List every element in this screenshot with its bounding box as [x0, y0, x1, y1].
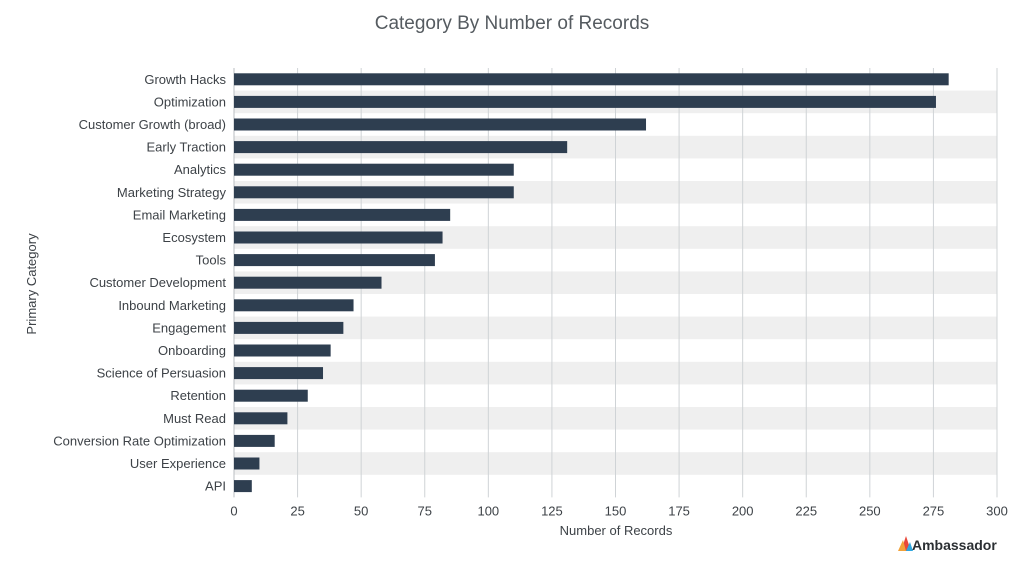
bar: [234, 208, 451, 221]
category-label: Optimization: [154, 94, 226, 109]
bar: [234, 434, 275, 447]
category-label: Retention: [170, 388, 226, 403]
x-axis-title: Number of Records: [560, 523, 673, 538]
bar: [234, 73, 949, 86]
x-tick-label: 125: [541, 503, 563, 518]
x-tick-label: 100: [477, 503, 499, 518]
y-axis-title: Primary Category: [24, 233, 39, 335]
bar: [234, 118, 647, 131]
x-tick-label: 300: [986, 503, 1008, 518]
x-tick-label: 250: [859, 503, 881, 518]
category-label: Science of Persuasion: [97, 366, 226, 381]
category-label: User Experience: [130, 456, 226, 471]
bar: [234, 141, 568, 154]
x-tick-label: 175: [668, 503, 690, 518]
x-tick-label: 225: [795, 503, 817, 518]
ambassador-logo-icon: [898, 536, 913, 551]
x-tick-label: 0: [230, 503, 237, 518]
bar: [234, 186, 514, 199]
bar: [234, 163, 514, 176]
x-tick-label: 25: [290, 503, 304, 518]
bar: [234, 321, 344, 334]
bar: [234, 299, 354, 312]
category-label: Conversion Rate Optimization: [53, 433, 226, 448]
category-label: Must Read: [163, 411, 226, 426]
category-label: Growth Hacks: [144, 72, 226, 87]
category-label: Inbound Marketing: [118, 298, 226, 313]
bar: [234, 389, 308, 402]
bar: [234, 367, 324, 380]
x-tick-label: 150: [605, 503, 627, 518]
bar: [234, 95, 936, 108]
bars: [234, 73, 949, 493]
category-label: API: [205, 479, 226, 494]
category-label: Customer Growth (broad): [79, 117, 226, 132]
category-labels: Growth Hacks Optimization Customer Growth …: [53, 72, 226, 494]
x-tick-labels: 0 25 50 75 100 125 150 175 200 225 250 275 300: [230, 503, 1007, 518]
chart-title: Category By Number of Records: [375, 13, 650, 34]
x-tick-label: 275: [923, 503, 945, 518]
bar: [234, 457, 260, 470]
bar: [234, 480, 252, 493]
bar: [234, 254, 435, 267]
bar: [234, 276, 382, 289]
bar: [234, 231, 443, 244]
category-label: Ecosystem: [162, 230, 226, 245]
category-label: Early Traction: [147, 140, 226, 155]
bar: [234, 344, 331, 357]
category-label: Tools: [196, 253, 227, 268]
x-tick-label: 75: [418, 503, 432, 518]
category-label: Customer Development: [89, 275, 226, 290]
x-tick-label: 50: [354, 503, 368, 518]
category-label: Onboarding: [158, 343, 226, 358]
category-label: Email Marketing: [133, 207, 226, 222]
x-tick-label: 200: [732, 503, 754, 518]
bar: [234, 412, 288, 425]
category-label: Engagement: [152, 320, 226, 335]
brand-logo: Ambassador: [898, 536, 997, 553]
category-label: Marketing Strategy: [117, 185, 227, 200]
category-label: Analytics: [174, 162, 227, 177]
brand-name: Ambassador: [912, 537, 997, 553]
